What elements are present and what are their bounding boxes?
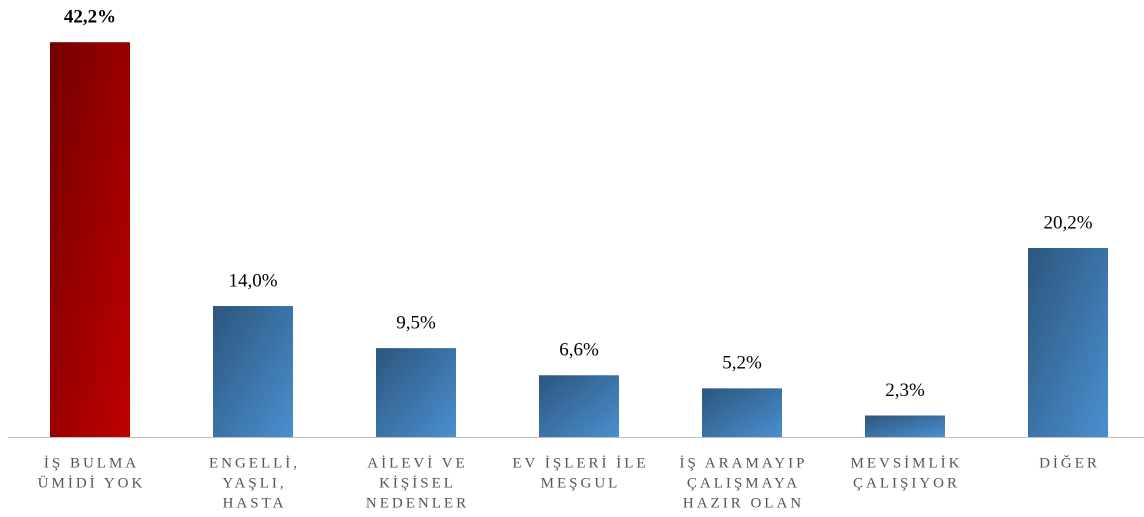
x-tick-label: YAŞLI,: [222, 475, 286, 491]
value-label: 20,2%: [1043, 212, 1092, 233]
x-tick-label: DİĞER: [1039, 454, 1100, 471]
bar: [702, 388, 782, 437]
bar: [50, 42, 130, 437]
x-tick-label: İŞ ARAMAYIP: [680, 455, 808, 471]
x-tick-label: HAZIR OLAN: [683, 495, 804, 511]
value-label: 9,5%: [396, 312, 436, 333]
x-tick-label: ÜMİDİ YOK: [38, 474, 146, 491]
value-label: 5,2%: [722, 353, 762, 374]
x-tick-label: MEŞGUL: [541, 475, 621, 491]
bar: [213, 306, 293, 437]
bar: [1028, 248, 1108, 437]
value-label: 2,3%: [885, 380, 925, 401]
x-tick-label: KİŞİSEL: [379, 475, 456, 491]
value-label: 6,6%: [559, 340, 599, 361]
x-tick-label: EV İŞLERİ İLE: [512, 455, 648, 471]
x-tick-label: ÇALIŞIYOR: [853, 475, 960, 491]
x-tick-label: İŞ BULMA: [44, 455, 139, 471]
x-tick-label: AİLEVİ VE: [367, 455, 467, 471]
x-tick-label: ENGELLİ,: [209, 455, 300, 471]
bar: [539, 375, 619, 437]
x-tick-label: ÇALIŞMAYA: [687, 475, 800, 491]
x-tick-label: MEVSİMLİK: [851, 455, 963, 471]
bar: [376, 348, 456, 437]
x-tick-label: NEDENLER: [366, 495, 469, 511]
bar: [865, 415, 945, 437]
value-label: 14,0%: [228, 270, 277, 291]
value-label: 42,2%: [64, 7, 116, 28]
x-tick-label: HASTA: [223, 495, 287, 511]
